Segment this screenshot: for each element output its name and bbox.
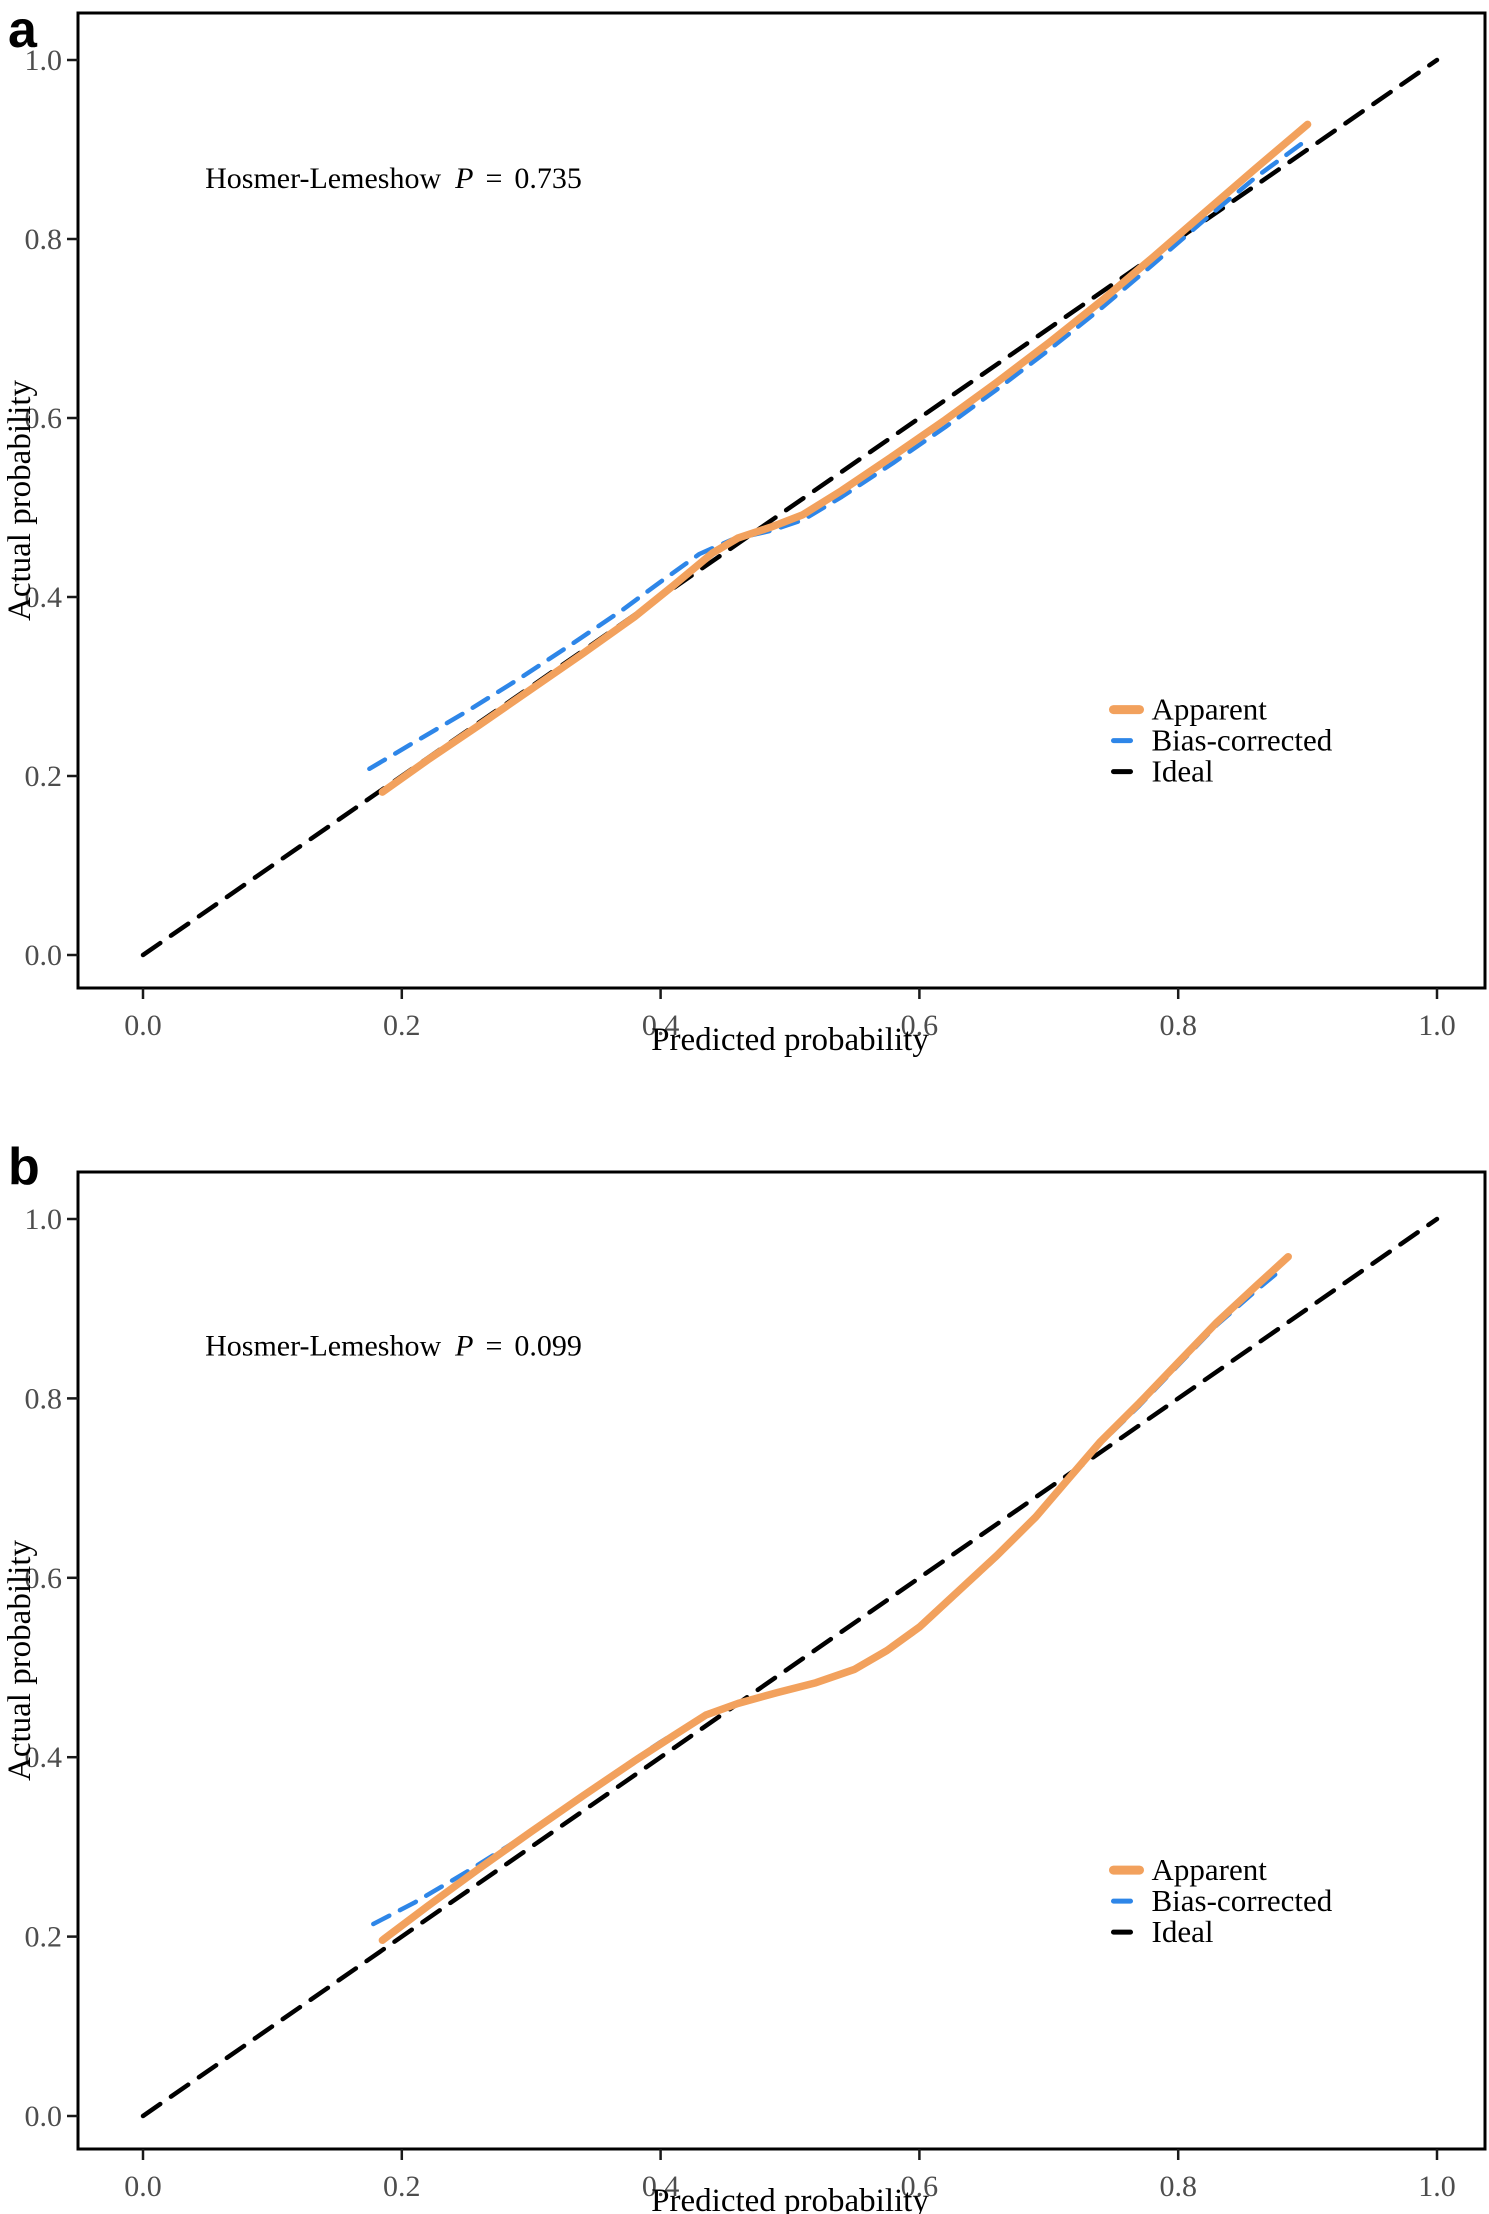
panel-letter: b bbox=[8, 1138, 40, 1196]
series-ideal-line bbox=[140, 57, 1440, 958]
y-axis-title: Actual probability bbox=[2, 1539, 38, 1781]
legend-label-apparent: Apparent bbox=[1152, 1852, 1268, 1887]
x-tick-label: 0.4 bbox=[642, 1009, 680, 1042]
x-tick-label: 0.4 bbox=[642, 2170, 680, 2203]
y-tick-label: 1.0 bbox=[25, 44, 63, 77]
legend-label-apparent: Apparent bbox=[1152, 692, 1268, 727]
x-tick-label: 1.0 bbox=[1418, 2170, 1456, 2203]
x-tick-label: 0.8 bbox=[1159, 1009, 1197, 1042]
legend-label-ideal: Ideal bbox=[1152, 1914, 1214, 1949]
x-axis-title: Predicted probability bbox=[651, 2183, 929, 2214]
series-apparent-line bbox=[378, 120, 1312, 796]
legend-label-ideal: Ideal bbox=[1152, 754, 1214, 789]
hosmer-lemeshow-annotation: Hosmer-Lemeshow P = 0.735 bbox=[205, 162, 582, 195]
y-tick-label: 0.2 bbox=[25, 760, 63, 793]
x-tick-label: 0.2 bbox=[383, 2170, 421, 2203]
panel-a: a 0.0 0.2 0.4 0.6 0.8 1.0 0.0 0.2 0.4 0.6 0.8 1.0 Pr… bbox=[0, 0, 1489, 1105]
x-tick-label: 0.6 bbox=[901, 2170, 939, 2203]
x-axis-title: Predicted probability bbox=[651, 1022, 929, 1058]
plot-border bbox=[76, 11, 1487, 990]
x-tick-label: 0.0 bbox=[124, 2170, 162, 2203]
x-tick-label: 0.2 bbox=[383, 1009, 421, 1042]
x-tick-label: 0.8 bbox=[1159, 2170, 1197, 2203]
y-tick-label: 0.0 bbox=[25, 2100, 63, 2133]
y-tick-label: 0.6 bbox=[25, 1562, 63, 1595]
legend-label-bias-corrected: Bias-corrected bbox=[1152, 723, 1333, 758]
x-tick-label: 0.6 bbox=[901, 1009, 939, 1042]
panel-b: b 0.0 0.2 0.4 0.6 0.8 1.0 0.0 0.2 0.4 0.6 0.8 1.0 Pr… bbox=[0, 1105, 1489, 2214]
y-tick-label: 0.6 bbox=[25, 402, 63, 435]
series-ideal-line bbox=[140, 1216, 1440, 2119]
series-bias-corrected-line bbox=[367, 141, 1304, 772]
series-bias-corrected-line bbox=[371, 1266, 1284, 1927]
series-apparent-line bbox=[378, 1252, 1292, 1944]
panel-letter: a bbox=[8, 1, 37, 59]
y-tick-label: 0.2 bbox=[25, 1921, 63, 1954]
calibration-plot-a: 0.0 0.2 0.4 0.6 0.8 1.0 0.0 0.2 0.4 0.6 0.8 1.0 Pred… bbox=[2, 11, 1487, 1058]
y-tick-label: 0.0 bbox=[25, 939, 63, 972]
x-tick-label: 0.0 bbox=[124, 1009, 162, 1042]
y-tick-label: 0.4 bbox=[25, 1741, 63, 1774]
y-tick-label: 1.0 bbox=[25, 1203, 63, 1236]
y-tick-label: 0.8 bbox=[25, 223, 63, 256]
plot-border bbox=[76, 1170, 1487, 2151]
legend-label-bias-corrected: Bias-corrected bbox=[1152, 1883, 1333, 1918]
x-tick-label: 1.0 bbox=[1418, 1009, 1456, 1042]
hosmer-lemeshow-annotation: Hosmer-Lemeshow P = 0.099 bbox=[205, 1329, 582, 1362]
y-axis-title: Actual probability bbox=[2, 379, 38, 621]
y-tick-label: 0.4 bbox=[25, 581, 63, 614]
calibration-plot-b: 0.0 0.2 0.4 0.6 0.8 1.0 0.0 0.2 0.4 0.6 0.8 1.0 Pred… bbox=[2, 1170, 1487, 2214]
y-tick-label: 0.8 bbox=[25, 1382, 63, 1415]
